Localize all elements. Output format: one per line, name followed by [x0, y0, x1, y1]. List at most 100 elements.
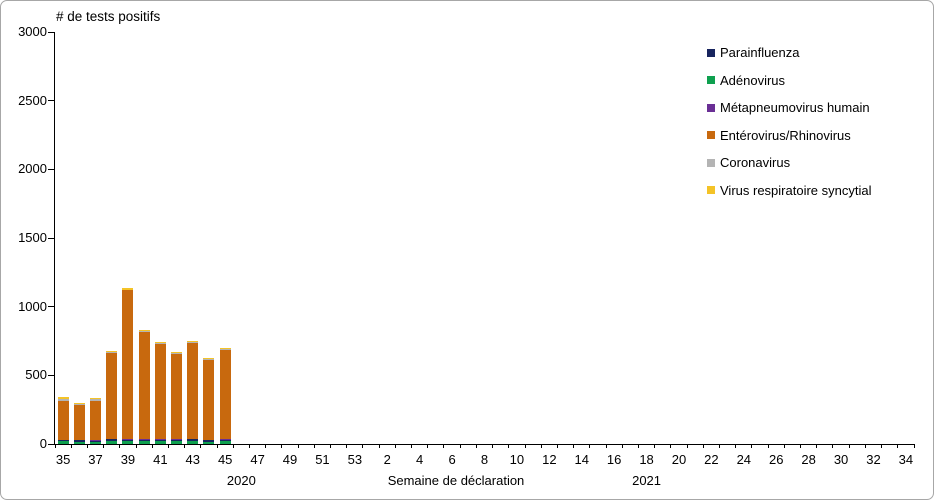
bar-week-41-segment — [154, 342, 166, 344]
x-tick-mark — [556, 444, 558, 448]
y-tick-label: 2000 — [18, 161, 47, 177]
plot-area: Semaine de déclaration 0 500 1000 1500 2000 2… — [18, 24, 915, 488]
x-tick-label: 34 — [898, 452, 914, 467]
bar-week-41-segment — [154, 441, 166, 444]
bar-week-36-segment — [73, 402, 85, 404]
bar-week-36-segment — [73, 440, 85, 442]
legend-swatch — [707, 131, 715, 140]
bar-week-45-segment — [219, 349, 231, 440]
bar-week-42-segment — [171, 352, 183, 354]
x-tick-mark — [913, 444, 915, 448]
x-tick-label: 6 — [448, 452, 456, 467]
x-tick-label: 12 — [542, 452, 557, 467]
x-tick-label: 2 — [383, 452, 391, 467]
bar-week-42-segment — [171, 351, 183, 353]
x-tick-label: 28 — [801, 452, 816, 467]
y-tick-label: 3000 — [18, 24, 47, 39]
legend-swatch — [707, 103, 715, 112]
legend-item: Entérovirus/Rhinovirus — [707, 122, 871, 150]
bar-week-36-segment — [73, 405, 85, 441]
legend-label: Adénovirus — [720, 72, 786, 88]
bar-week-38-segment — [106, 350, 118, 352]
bar-week-45-segment — [219, 348, 231, 350]
x-tick-mark — [540, 444, 542, 448]
x-tick-mark — [589, 444, 591, 448]
bar-week-35-segment — [57, 397, 69, 399]
legend-item: Coronavirus — [707, 149, 871, 177]
y-tick-label: 1000 — [18, 298, 47, 314]
y-tick-label: 0 — [39, 436, 47, 451]
x-tick-mark — [103, 444, 105, 448]
x-tick-mark — [443, 444, 445, 448]
bar-week-40-segment — [138, 331, 150, 440]
x-tick-mark — [475, 444, 477, 448]
x-tick-mark — [637, 444, 639, 448]
x-tick-mark — [119, 444, 121, 448]
bar-week-44-segment — [203, 358, 215, 360]
y-tick-mark — [48, 31, 54, 33]
x-tick-label: 4 — [416, 452, 424, 467]
y-tick-label: 2500 — [18, 92, 47, 108]
x-tick-mark — [751, 444, 753, 448]
bar-week-43-segment — [187, 341, 199, 343]
x-tick-mark — [605, 444, 607, 448]
x-tick-mark — [897, 444, 899, 448]
x-tick-label: 35 — [55, 452, 71, 467]
bar-week-39-segment — [122, 441, 134, 444]
x-tick-label: 43 — [185, 452, 200, 467]
legend: Parainfluenza Adénovirus Métapneumovirus h… — [707, 39, 871, 204]
y-tick-label: 1500 — [18, 230, 47, 245]
x-tick-mark — [297, 444, 299, 448]
x-tick-label: 18 — [639, 452, 654, 467]
x-tick-mark — [702, 444, 704, 448]
x-tick-mark — [281, 444, 283, 448]
legend-swatch — [707, 76, 715, 85]
bar-week-42-segment — [171, 440, 183, 444]
x-tick-label: 24 — [736, 452, 752, 467]
bar-week-38-segment — [106, 351, 118, 353]
bar-week-37-segment — [90, 439, 102, 441]
x-tick-mark — [330, 444, 332, 448]
legend-label: Métapneumovirus humain — [720, 100, 870, 116]
bar-week-39-segment — [122, 290, 134, 440]
x-tick-mark — [654, 444, 656, 448]
legend-swatch — [707, 158, 715, 167]
y-tick-label: 500 — [25, 367, 47, 383]
x-tick-label: 8 — [480, 452, 489, 467]
x-tick-mark — [70, 444, 72, 448]
x-tick-label: 20 — [671, 452, 687, 467]
x-tick-mark — [670, 444, 672, 448]
y-tick-mark — [48, 168, 54, 170]
bar-week-41-segment — [154, 438, 166, 440]
legend-item: Métapneumovirus humain — [707, 94, 871, 122]
x-tick-mark — [864, 444, 866, 448]
x-tick-label: 41 — [153, 452, 168, 467]
y-tick-mark — [48, 306, 54, 308]
x-tick-mark — [200, 444, 202, 448]
bar-week-38-segment — [106, 352, 118, 440]
legend-item: Parainfluenza — [707, 39, 871, 67]
x-tick-mark — [573, 444, 575, 448]
x-tick-mark — [524, 444, 526, 448]
bar-week-40-segment — [138, 439, 150, 441]
bar-week-43-segment — [187, 340, 199, 342]
y-tick-mark — [48, 100, 54, 102]
x-tick-mark — [800, 444, 802, 448]
x-tick-mark — [492, 444, 494, 448]
bar-week-45-segment — [219, 439, 231, 441]
bar-week-40-segment — [138, 440, 150, 444]
bar-week-36-segment — [73, 441, 85, 444]
bar-week-36-segment — [73, 403, 85, 405]
x-tick-label: 39 — [120, 452, 136, 467]
bar-week-43-segment — [187, 439, 199, 441]
x-tick-label: 26 — [769, 452, 784, 467]
bar-week-40-segment — [138, 438, 150, 440]
bar-week-37-segment — [90, 440, 102, 442]
legend-label: Parainfluenza — [720, 45, 800, 61]
x-tick-label: 37 — [88, 452, 103, 467]
x-tick-mark — [411, 444, 413, 448]
bar-week-40-segment — [138, 330, 150, 332]
y-tick-mark — [48, 237, 54, 239]
x-tick-label: 22 — [704, 452, 719, 467]
bar-week-44-segment — [203, 359, 215, 440]
